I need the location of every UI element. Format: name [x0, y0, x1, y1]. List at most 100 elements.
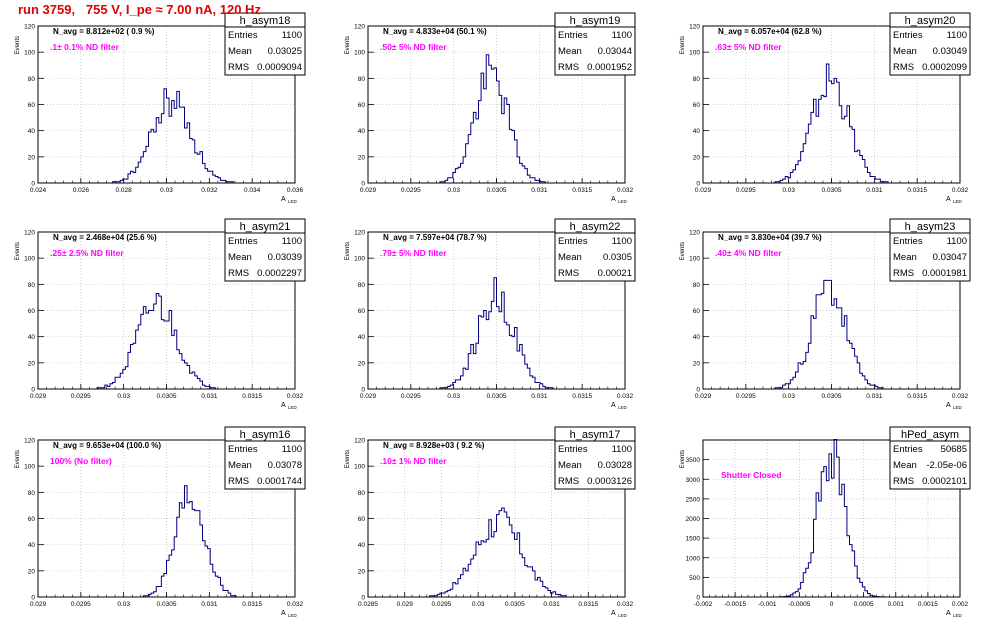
x-tick-label: -0.0015	[724, 601, 746, 608]
stats-title: h_asym19	[570, 15, 621, 27]
y-tick-label: 60	[693, 102, 701, 109]
histogram-panel-h_asym20: 0.029 0.0295 0.03 0.0305 0.031 0.0315 0.032 0 20…	[680, 12, 971, 204]
y-tick-label: 0	[361, 181, 365, 188]
y-tick-label: 2500	[686, 496, 701, 503]
filter-label: .63± 5% ND filter	[715, 42, 782, 52]
y-tick-label: 2000	[686, 516, 701, 523]
y-tick-label: 20	[358, 568, 366, 575]
filter-label: Shutter Closed	[721, 470, 781, 480]
y-tick-label: 120	[354, 438, 365, 445]
y-tick-label: 80	[28, 490, 36, 497]
navg-label: N_avg = 3.830e+04 (39.7 %)	[718, 233, 822, 242]
stats-value: 0.0001981	[922, 268, 967, 279]
y-tick-label: 100	[354, 50, 365, 57]
x-tick-label: 0.0015	[918, 601, 938, 608]
stats-box	[554, 218, 636, 282]
stats-label: RMS	[893, 62, 914, 73]
histogram-bars	[38, 485, 295, 598]
y-tick-label: 80	[693, 282, 701, 289]
histogram-bars	[38, 88, 295, 184]
x-axis-subscript: LED	[288, 405, 298, 410]
x-tick-label: 0.031	[866, 393, 883, 400]
stats-value: 0.0002099	[922, 62, 967, 73]
x-tick-label: 0.03	[782, 393, 795, 400]
x-axis-title: A	[281, 402, 286, 409]
stats-value: -2.05e-06	[926, 460, 967, 471]
stats-label: Mean	[558, 460, 582, 471]
x-tick-label: 0.0005	[854, 601, 874, 608]
y-tick-label: 20	[28, 154, 36, 161]
y-tick-label: 20	[358, 360, 366, 367]
stats-value: 0.0002297	[257, 268, 302, 279]
y-axis-title: Events	[680, 242, 686, 260]
y-tick-label: 60	[358, 308, 366, 315]
filter-label: .40± 4% ND filter	[715, 248, 782, 258]
y-tick-label: 0	[31, 595, 35, 602]
x-tick-label: 0.03	[447, 187, 460, 194]
x-axis-subscript: LED	[288, 613, 298, 618]
x-tick-label: 0.03	[472, 601, 485, 608]
stats-box	[224, 426, 306, 490]
y-tick-label: 0	[361, 595, 365, 602]
y-tick-label: 40	[358, 334, 366, 341]
y-tick-label: 60	[358, 516, 366, 523]
stats-value: 1100	[612, 30, 632, 41]
y-tick-label: 100	[24, 464, 35, 471]
x-axis-subscript: LED	[288, 199, 298, 204]
y-tick-label: 100	[689, 50, 700, 57]
y-axis-title: Events	[345, 450, 351, 468]
x-tick-label: 0.029	[30, 601, 47, 608]
y-axis-title: Events	[15, 450, 21, 468]
x-tick-label: 0.0315	[572, 187, 592, 194]
y-tick-label: 20	[693, 154, 701, 161]
x-tick-label: 0.029	[397, 601, 414, 608]
stats-label: Entries	[893, 30, 923, 41]
stats-label: Mean	[228, 46, 252, 57]
x-tick-label: 0.0315	[578, 601, 598, 608]
x-tick-label: 0.002	[952, 601, 969, 608]
histogram-panel-h_asym19: 0.029 0.0295 0.03 0.0305 0.031 0.0315 0.032 0 20…	[345, 12, 636, 204]
y-tick-label: 20	[28, 568, 36, 575]
x-tick-label: 0.029	[30, 393, 47, 400]
stats-value: 1100	[947, 236, 967, 247]
stats-value: 0.03047	[933, 252, 967, 263]
y-tick-label: 1000	[686, 555, 701, 562]
y-tick-label: 120	[689, 24, 700, 31]
x-tick-label: 0.032	[617, 601, 634, 608]
stats-box	[224, 12, 306, 76]
x-axis-title: A	[946, 610, 951, 617]
x-axis-subscript: LED	[618, 405, 628, 410]
stats-label: Entries	[228, 30, 258, 41]
filter-label: .10± 1% ND filter	[380, 456, 447, 466]
x-axis-title: A	[946, 402, 951, 409]
stats-value: 0.03078	[268, 460, 302, 471]
y-tick-label: 100	[24, 256, 35, 263]
stats-label: Entries	[558, 30, 588, 41]
y-tick-label: 120	[689, 230, 700, 237]
x-tick-label: 0.029	[360, 187, 377, 194]
stats-value: 0.00021	[598, 268, 632, 279]
histogram-panel-h_asym16: 0.029 0.0295 0.03 0.0305 0.031 0.0315 0.032 0 20…	[15, 426, 306, 618]
y-tick-label: 0	[31, 181, 35, 188]
navg-label: N_avg = 7.597e+04 (78.7 %)	[383, 233, 487, 242]
x-tick-label: 0.031	[201, 601, 218, 608]
filter-label: .50± 5% ND filter	[380, 42, 447, 52]
navg-label: N_avg = 9.653e+04 (100.0 %)	[53, 441, 161, 450]
x-tick-label: 0.032	[617, 393, 634, 400]
y-tick-label: 80	[358, 490, 366, 497]
y-axis-title: Events	[345, 242, 351, 260]
x-tick-label: 0.0295	[71, 601, 91, 608]
x-tick-label: 0.0295	[431, 601, 451, 608]
stats-label: RMS	[228, 62, 249, 73]
x-tick-label: 0.026	[73, 187, 90, 194]
stats-title: h_asym17	[570, 429, 621, 441]
stats-label: Entries	[558, 236, 588, 247]
y-tick-label: 1500	[686, 536, 701, 543]
stats-value: 0.0305	[603, 252, 632, 263]
x-tick-label: 0.029	[695, 187, 712, 194]
x-tick-label: 0.0315	[907, 393, 927, 400]
x-axis-subscript: LED	[618, 613, 628, 618]
histogram-panel-h_asym22: 0.029 0.0295 0.03 0.0305 0.031 0.0315 0.032 0 20…	[345, 218, 636, 410]
stats-label: Mean	[558, 252, 582, 263]
stats-value: 0.0002101	[922, 476, 967, 487]
